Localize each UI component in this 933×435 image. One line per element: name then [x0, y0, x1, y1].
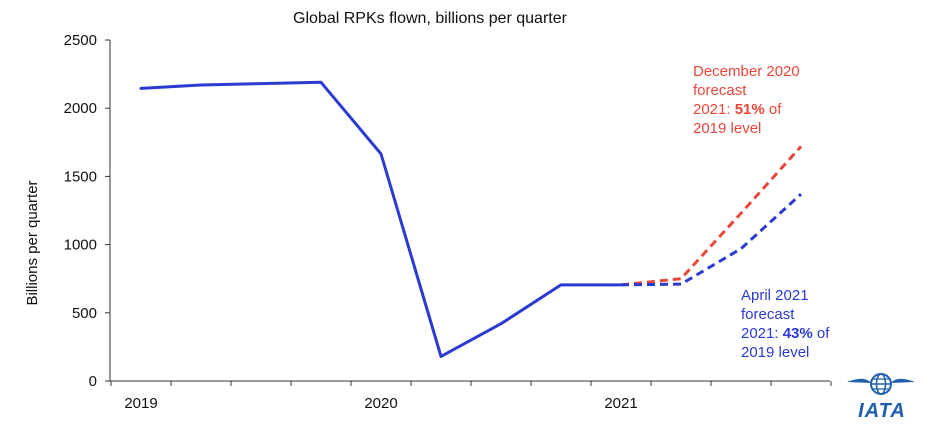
- december-annotation-line3: 2021: 51% of: [693, 101, 782, 118]
- december-annotation-prefix: 2021:: [693, 101, 735, 118]
- y-tick-label: 2000: [64, 100, 97, 117]
- april-annotation-suffix: of: [813, 325, 831, 342]
- april-annotation-percent: 43%: [783, 325, 813, 342]
- december-annotation-line1: December 2020: [693, 63, 800, 80]
- april-annotation-line2: forecast: [741, 306, 795, 323]
- december-annotation-suffix: of: [765, 101, 783, 118]
- december-annotation-line2: forecast: [693, 82, 747, 99]
- globe-icon: [847, 374, 915, 394]
- december-forecast-annotation: December 2020 forecast 2021: 51% of 2019…: [693, 63, 800, 137]
- iata-logo: IATA: [847, 374, 915, 422]
- x-year-label: 2019: [124, 395, 157, 412]
- december-annotation-percent: 51%: [735, 101, 765, 118]
- april-annotation-prefix: 2021:: [741, 325, 783, 342]
- chart-title: Global RPKs flown, billions per quarter: [293, 10, 568, 27]
- y-tick-label: 1000: [64, 237, 97, 254]
- y-tick-label: 500: [72, 305, 97, 322]
- april-annotation-line1: April 2021: [741, 287, 809, 304]
- y-tick-label: 2500: [64, 32, 97, 49]
- x-year-label: 2021: [604, 395, 637, 412]
- april-annotation-line3: 2021: 43% of: [741, 325, 830, 342]
- april-forecast-annotation: April 2021 forecast 2021: 43% of 2019 le…: [741, 287, 830, 361]
- december-annotation-line4: 2019 level: [693, 120, 761, 137]
- y-tick-label: 0: [89, 373, 97, 390]
- x-year-label: 2020: [364, 395, 397, 412]
- april-annotation-line4: 2019 level: [741, 344, 809, 361]
- y-axis-label: Billions per quarter: [24, 180, 41, 305]
- series-line-december-2020-forecast: [621, 146, 801, 284]
- iata-logo-text: IATA: [858, 400, 906, 422]
- series-line-april-2021-forecast: [621, 194, 801, 285]
- y-tick-label: 1500: [64, 168, 97, 185]
- series-line-actual: [141, 82, 621, 356]
